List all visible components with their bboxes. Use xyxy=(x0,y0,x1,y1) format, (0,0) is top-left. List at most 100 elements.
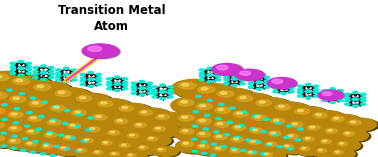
Point xyxy=(133,85,139,87)
Circle shape xyxy=(11,127,16,129)
Point xyxy=(165,95,171,97)
Circle shape xyxy=(88,72,93,74)
Circle shape xyxy=(174,113,216,130)
Point xyxy=(261,77,267,79)
Circle shape xyxy=(252,115,266,120)
Circle shape xyxy=(117,142,145,153)
Circle shape xyxy=(201,141,207,143)
Circle shape xyxy=(361,103,366,105)
Point xyxy=(139,81,145,84)
Circle shape xyxy=(25,125,30,127)
Circle shape xyxy=(21,149,26,151)
Circle shape xyxy=(54,145,59,147)
Circle shape xyxy=(81,140,87,142)
Circle shape xyxy=(53,106,59,108)
Circle shape xyxy=(207,99,212,101)
Circle shape xyxy=(313,92,319,94)
Circle shape xyxy=(115,104,154,119)
Circle shape xyxy=(84,139,89,141)
Point xyxy=(226,79,232,82)
Circle shape xyxy=(247,127,282,140)
Circle shape xyxy=(110,131,115,133)
Circle shape xyxy=(289,87,294,89)
Point xyxy=(305,91,311,93)
Circle shape xyxy=(345,100,350,102)
Point xyxy=(18,66,24,69)
Circle shape xyxy=(58,91,65,94)
Circle shape xyxy=(96,80,101,82)
Point xyxy=(82,76,88,79)
Circle shape xyxy=(64,74,69,76)
Point xyxy=(46,67,52,70)
Circle shape xyxy=(215,75,220,77)
Circle shape xyxy=(8,126,22,131)
Point xyxy=(68,78,74,81)
Circle shape xyxy=(12,78,30,85)
Point xyxy=(280,80,287,83)
Point xyxy=(300,94,306,97)
Circle shape xyxy=(140,146,144,148)
Point xyxy=(212,78,218,81)
Point xyxy=(358,96,364,98)
Circle shape xyxy=(192,125,198,127)
Circle shape xyxy=(211,143,217,145)
Point xyxy=(237,73,243,76)
Circle shape xyxy=(335,151,339,153)
Circle shape xyxy=(49,67,54,69)
Circle shape xyxy=(211,106,253,122)
Circle shape xyxy=(26,62,31,64)
Circle shape xyxy=(291,107,330,122)
Circle shape xyxy=(300,135,331,148)
Circle shape xyxy=(193,130,230,145)
Point xyxy=(251,79,257,81)
Circle shape xyxy=(138,146,148,150)
Circle shape xyxy=(300,147,310,151)
Circle shape xyxy=(245,126,280,139)
Circle shape xyxy=(235,136,240,138)
Circle shape xyxy=(26,66,31,68)
Circle shape xyxy=(0,134,23,148)
Circle shape xyxy=(153,126,166,131)
Circle shape xyxy=(253,129,258,131)
Circle shape xyxy=(66,108,104,122)
Circle shape xyxy=(178,82,196,89)
Point xyxy=(119,81,125,83)
Circle shape xyxy=(86,129,91,131)
Point xyxy=(347,102,353,105)
Circle shape xyxy=(60,134,92,147)
Circle shape xyxy=(319,91,345,101)
Circle shape xyxy=(41,78,46,81)
Circle shape xyxy=(265,130,299,143)
Point xyxy=(12,69,19,72)
Point xyxy=(114,88,120,91)
Circle shape xyxy=(248,83,254,85)
Point xyxy=(352,97,358,100)
Circle shape xyxy=(207,73,212,76)
Point xyxy=(18,62,24,64)
Circle shape xyxy=(280,143,309,155)
Circle shape xyxy=(75,111,80,113)
Circle shape xyxy=(196,103,212,110)
Circle shape xyxy=(200,133,205,135)
Circle shape xyxy=(33,73,38,75)
Circle shape xyxy=(227,147,258,157)
Point xyxy=(144,91,150,94)
Circle shape xyxy=(224,83,229,85)
Circle shape xyxy=(76,95,92,102)
Circle shape xyxy=(273,84,278,86)
Point xyxy=(12,65,19,68)
Circle shape xyxy=(322,92,332,96)
Circle shape xyxy=(193,85,239,103)
Circle shape xyxy=(124,153,149,157)
Circle shape xyxy=(340,130,371,142)
Circle shape xyxy=(22,140,54,153)
Circle shape xyxy=(182,83,189,86)
Circle shape xyxy=(56,79,61,81)
Circle shape xyxy=(64,73,69,76)
Circle shape xyxy=(178,115,194,121)
Point xyxy=(358,100,364,103)
Circle shape xyxy=(313,85,319,87)
Circle shape xyxy=(217,65,228,70)
Circle shape xyxy=(250,128,263,133)
Circle shape xyxy=(71,75,77,77)
